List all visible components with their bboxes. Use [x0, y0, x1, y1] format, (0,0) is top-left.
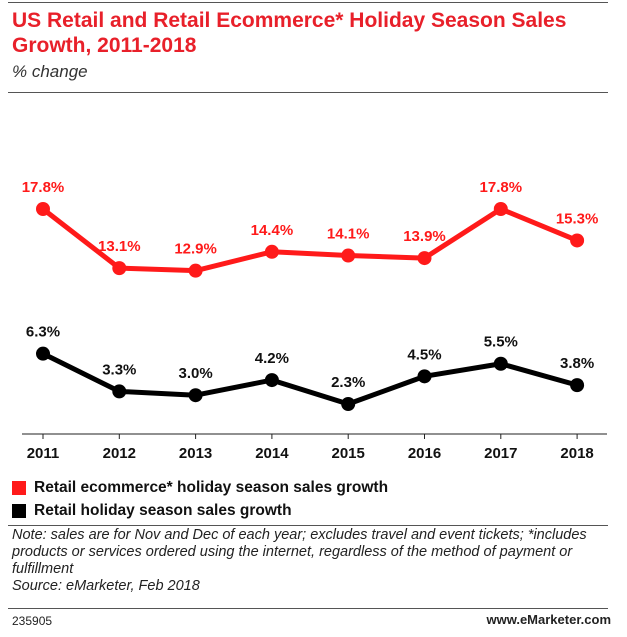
chart-subtitle: % change: [12, 62, 88, 81]
x-tick-label-2016: 2016: [408, 445, 441, 462]
data-point-0-2014: [264, 244, 279, 259]
data-label-0-2014: 14.4%: [251, 222, 294, 239]
data-point-0-2017: [493, 202, 508, 216]
data-label-1-2017: 5.5%: [484, 334, 518, 351]
data-point-1-2018: [570, 378, 585, 393]
data-point-0-2013: [188, 263, 203, 278]
x-tick-label-2014: 2014: [255, 445, 289, 462]
source-text: Source: eMarketer, Feb 2018: [12, 578, 200, 594]
data-label-0-2013: 12.9%: [174, 241, 217, 258]
x-tick-label-2017: 2017: [484, 445, 517, 462]
legend-item-ecommerce: Retail ecommerce* holiday season sales g…: [12, 479, 388, 497]
x-tick-label-2013: 2013: [179, 445, 212, 462]
legend-label-ecommerce: Retail ecommerce* holiday season sales g…: [34, 479, 389, 496]
data-point-1-2016: [417, 369, 432, 384]
brand-link[interactable]: www.eMarketer.com: [486, 612, 611, 627]
top-rule: [8, 2, 608, 3]
x-tick-label-2011: 2011: [27, 445, 60, 462]
note-text: Note: sales are for Nov and Dec of each …: [12, 527, 587, 577]
data-label-0-2015: 14.1%: [327, 226, 370, 243]
data-label-1-2011: 6.3%: [26, 324, 60, 341]
data-point-1-2014: [264, 373, 279, 388]
data-label-0-2012: 13.1%: [98, 238, 141, 255]
data-label-1-2013: 3.0%: [178, 365, 212, 382]
data-label-0-2017: 17.8%: [480, 179, 523, 196]
data-label-1-2016: 4.5%: [407, 346, 441, 363]
data-label-1-2018: 3.8%: [560, 355, 594, 372]
data-point-0-2016: [417, 251, 432, 266]
x-tick-label-2018: 2018: [560, 445, 593, 462]
data-point-1-2013: [188, 388, 203, 403]
x-tick-label-2012: 2012: [103, 445, 136, 462]
data-label-1-2012: 3.3%: [102, 361, 136, 378]
chart-title: US Retail and Retail Ecommerce* Holiday …: [12, 9, 567, 57]
legend-swatch-retail: [12, 504, 26, 518]
data-point-0-2015: [341, 248, 356, 263]
title-rule: [8, 92, 608, 93]
x-tick-label-2015: 2015: [332, 445, 365, 462]
data-point-0-2018: [570, 233, 585, 248]
legend-label-retail: Retail holiday season sales growth: [34, 502, 292, 519]
data-point-0-2011: [36, 202, 50, 216]
data-point-1-2011: [36, 346, 50, 361]
series-line-0: [41, 206, 579, 274]
data-point-1-2012: [112, 384, 127, 399]
data-label-0-2016: 13.9%: [403, 228, 446, 245]
line-chart: 2011 2012 2013 2014 2015 2016 2017 2018 17.8% 13.…: [22, 179, 607, 462]
data-point-1-2017: [493, 356, 508, 371]
data-point-0-2012: [112, 261, 127, 276]
note-rule: [8, 525, 608, 526]
legend-item-retail: Retail holiday season sales growth: [12, 502, 292, 520]
data-point-1-2015: [341, 397, 356, 411]
data-label-1-2014: 4.2%: [255, 350, 289, 367]
legend-swatch-ecommerce: [12, 481, 26, 495]
series-line-1: [41, 351, 578, 407]
data-label-0-2018: 15.3%: [556, 210, 599, 227]
data-label-1-2015: 2.3%: [331, 374, 365, 391]
chart-id: 235905: [12, 614, 53, 628]
note-block: Note: sales are for Nov and Dec of each …: [12, 527, 612, 595]
data-label-0-2011: 17.8%: [22, 179, 65, 196]
footer-rule: [8, 608, 608, 609]
